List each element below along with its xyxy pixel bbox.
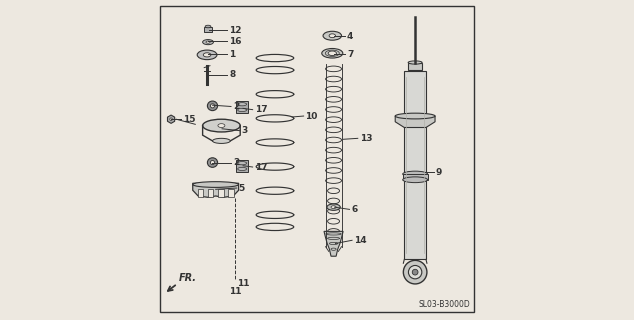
Text: 5: 5 [238,184,245,193]
Bar [404,71,426,260]
Ellipse shape [170,118,172,121]
Text: 9: 9 [436,168,442,177]
Bar [204,27,212,32]
Text: 7: 7 [347,50,353,59]
Text: SL03-B3000D: SL03-B3000D [418,300,470,309]
Text: 11: 11 [236,279,249,288]
Ellipse shape [218,124,225,127]
Ellipse shape [197,50,217,60]
Ellipse shape [403,177,427,183]
Ellipse shape [210,104,214,108]
Ellipse shape [403,260,427,284]
Bar [236,160,248,172]
Ellipse shape [323,31,342,40]
Bar [198,189,204,197]
Polygon shape [324,231,343,256]
Ellipse shape [395,113,435,119]
Text: 14: 14 [354,236,366,245]
Ellipse shape [212,138,230,143]
Polygon shape [395,116,435,127]
Polygon shape [167,115,174,123]
Ellipse shape [412,269,418,275]
Text: 13: 13 [359,134,372,143]
Ellipse shape [329,34,335,38]
Bar [218,189,224,197]
Text: FR.: FR. [179,273,197,283]
Text: 1: 1 [229,50,235,59]
Text: 16: 16 [229,37,242,46]
Ellipse shape [206,41,210,43]
Bar [228,189,234,197]
Text: 2: 2 [233,102,239,111]
Ellipse shape [238,162,247,165]
Text: 17: 17 [255,163,267,172]
Bar [236,101,248,114]
Ellipse shape [408,266,422,279]
Ellipse shape [328,51,337,55]
Ellipse shape [403,171,427,177]
Ellipse shape [238,103,247,106]
Text: 8: 8 [229,70,235,79]
Ellipse shape [207,101,217,111]
Text: 4: 4 [347,32,353,41]
Text: 10: 10 [306,112,318,121]
Ellipse shape [203,40,214,45]
Ellipse shape [204,53,211,57]
Text: 11: 11 [228,287,241,296]
Bar [208,189,214,197]
Ellipse shape [327,204,340,210]
Ellipse shape [238,108,247,112]
Ellipse shape [210,160,214,164]
Bar [403,174,427,180]
Ellipse shape [331,206,336,209]
Text: 15: 15 [183,115,195,124]
Ellipse shape [193,182,238,188]
Ellipse shape [207,158,217,167]
Text: 12: 12 [229,26,242,35]
Text: 2: 2 [233,158,239,167]
Ellipse shape [205,25,211,28]
Text: 6: 6 [351,205,358,214]
Bar [408,62,422,70]
Polygon shape [193,183,238,197]
Ellipse shape [238,167,247,171]
Ellipse shape [203,119,240,132]
Ellipse shape [322,49,343,58]
Text: 3: 3 [242,126,248,135]
Text: 17: 17 [255,105,267,114]
Ellipse shape [408,61,422,64]
